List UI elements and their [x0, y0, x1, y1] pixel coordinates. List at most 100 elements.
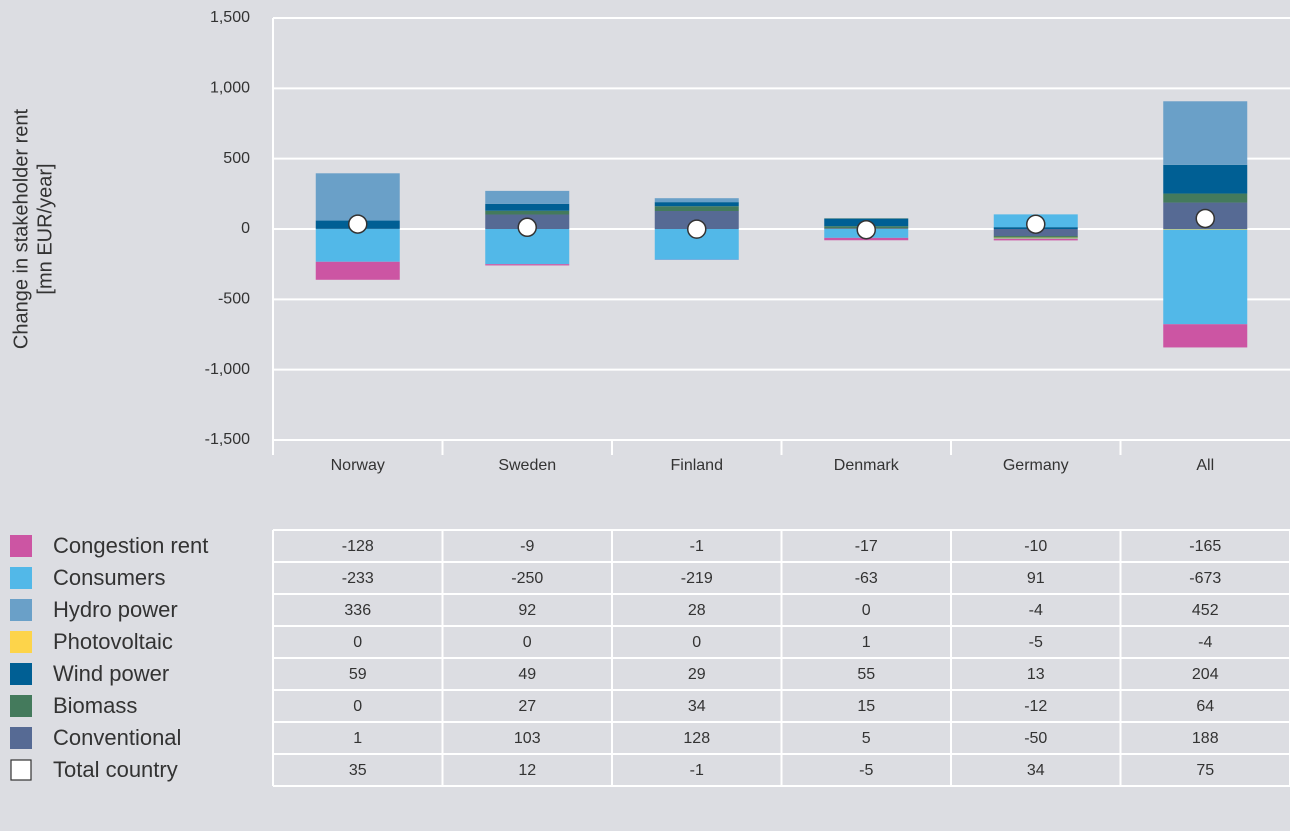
- table-cell: 27: [518, 698, 536, 715]
- y-tick-label: 1,000: [210, 80, 250, 97]
- y-axis-label-line: Change in stakeholder rent: [10, 108, 32, 349]
- legend-label: Wind power: [53, 661, 169, 686]
- table-cell: 34: [1027, 762, 1045, 779]
- table-cell: -219: [681, 570, 713, 587]
- table-cell: 1: [353, 730, 362, 747]
- bar-segment: [993, 238, 1078, 239]
- x-tick-label: Norway: [331, 457, 385, 474]
- y-tick-label: -1,000: [205, 361, 250, 378]
- table-cell: 91: [1027, 570, 1045, 587]
- bar-segment: [485, 190, 570, 204]
- bar-segment: [485, 203, 570, 211]
- legend-label: Conventional: [53, 725, 181, 750]
- table-cell: 59: [349, 666, 367, 683]
- table-cell: 204: [1192, 666, 1219, 683]
- table-cell: -12: [1024, 698, 1047, 715]
- bar-segment: [1163, 101, 1248, 165]
- table-cell: -128: [342, 538, 374, 555]
- table-cell: 75: [1196, 762, 1214, 779]
- table-cell: -10: [1024, 538, 1047, 555]
- total-marker: [1195, 208, 1215, 229]
- table-cell: -250: [511, 570, 543, 587]
- y-tick-label: 0: [241, 220, 250, 237]
- x-tick-label: Finland: [671, 457, 723, 474]
- table-cell: -233: [342, 570, 374, 587]
- bar-segment: [654, 206, 739, 211]
- table-cell: 128: [683, 730, 710, 747]
- table-cell: 0: [353, 698, 362, 715]
- table-cell: 64: [1196, 698, 1214, 715]
- table-cell: 336: [344, 602, 371, 619]
- legend-swatch: [10, 631, 32, 653]
- y-tick-label: 500: [223, 150, 250, 167]
- bar-segment: [315, 261, 400, 280]
- y-tick-label: -500: [218, 291, 250, 308]
- legend-swatch: [10, 535, 32, 557]
- table-cell: 5: [862, 730, 871, 747]
- legend-swatch: [10, 695, 32, 717]
- table-cell: 0: [523, 634, 532, 651]
- table-cell: -673: [1189, 570, 1221, 587]
- bar-segment: [485, 210, 570, 215]
- legend-label: Consumers: [53, 565, 165, 590]
- table-cell: -4: [1029, 602, 1043, 619]
- table-cell: 12: [518, 762, 536, 779]
- bar-segment: [1163, 229, 1248, 325]
- total-marker: [348, 214, 368, 234]
- table-cell: 0: [862, 602, 871, 619]
- table-cell: -63: [855, 570, 878, 587]
- total-marker: [1026, 214, 1046, 234]
- legend-swatch: [10, 727, 32, 749]
- y-tick-label: -1,500: [205, 431, 250, 448]
- table-cell: 92: [518, 602, 536, 619]
- table-cell: 452: [1192, 602, 1219, 619]
- bar-segment: [1163, 324, 1248, 348]
- y-axis-label-line: [mn EUR/year]: [34, 163, 56, 294]
- legend-label: Total country: [53, 757, 178, 782]
- bar-segment: [993, 236, 1078, 238]
- legend-swatch: [10, 663, 32, 685]
- table-cell: 55: [857, 666, 875, 683]
- table-cell: -1: [690, 538, 704, 555]
- x-tick-label: Denmark: [834, 457, 900, 474]
- table-cell: 103: [514, 730, 541, 747]
- bar-segment: [315, 173, 400, 221]
- bar-segment: [993, 237, 1078, 239]
- table-cell: 13: [1027, 666, 1045, 683]
- table-cell: 29: [688, 666, 706, 683]
- total-marker: [517, 217, 537, 238]
- x-tick-label: Germany: [1003, 457, 1069, 474]
- bar-segment: [1163, 193, 1248, 203]
- x-tick-label: All: [1196, 457, 1214, 474]
- table-cell: 49: [518, 666, 536, 683]
- table-cell: 35: [349, 762, 367, 779]
- table-cell: -5: [859, 762, 873, 779]
- bar-segment: [654, 202, 739, 207]
- legend-label: Photovoltaic: [53, 629, 173, 654]
- legend-swatch: [10, 759, 32, 781]
- x-tick-label: Sweden: [498, 457, 556, 474]
- bar-segment: [315, 229, 400, 262]
- legend-label: Congestion rent: [53, 533, 208, 558]
- bar-segment: [485, 264, 570, 266]
- bar-segment: [1163, 164, 1248, 194]
- table-cell: -50: [1024, 730, 1047, 747]
- table-cell: -5: [1029, 634, 1043, 651]
- legend-swatch: [10, 599, 32, 621]
- table-cell: -4: [1198, 634, 1212, 651]
- bar-segment: [654, 198, 739, 203]
- y-axis-label: Change in stakeholder rent [mn EUR/year]: [10, 108, 56, 349]
- table-cell: -17: [855, 538, 878, 555]
- legend-label: Hydro power: [53, 597, 178, 622]
- table-cell: 1: [862, 634, 871, 651]
- table-cell: 0: [353, 634, 362, 651]
- legend-swatch: [10, 567, 32, 589]
- table-cell: 15: [857, 698, 875, 715]
- legend-label: Biomass: [53, 693, 137, 718]
- table-cell: 28: [688, 602, 706, 619]
- table-cell: 0: [692, 634, 701, 651]
- bar-segment: [993, 238, 1078, 241]
- total-marker: [687, 219, 707, 239]
- table-cell: 34: [688, 698, 706, 715]
